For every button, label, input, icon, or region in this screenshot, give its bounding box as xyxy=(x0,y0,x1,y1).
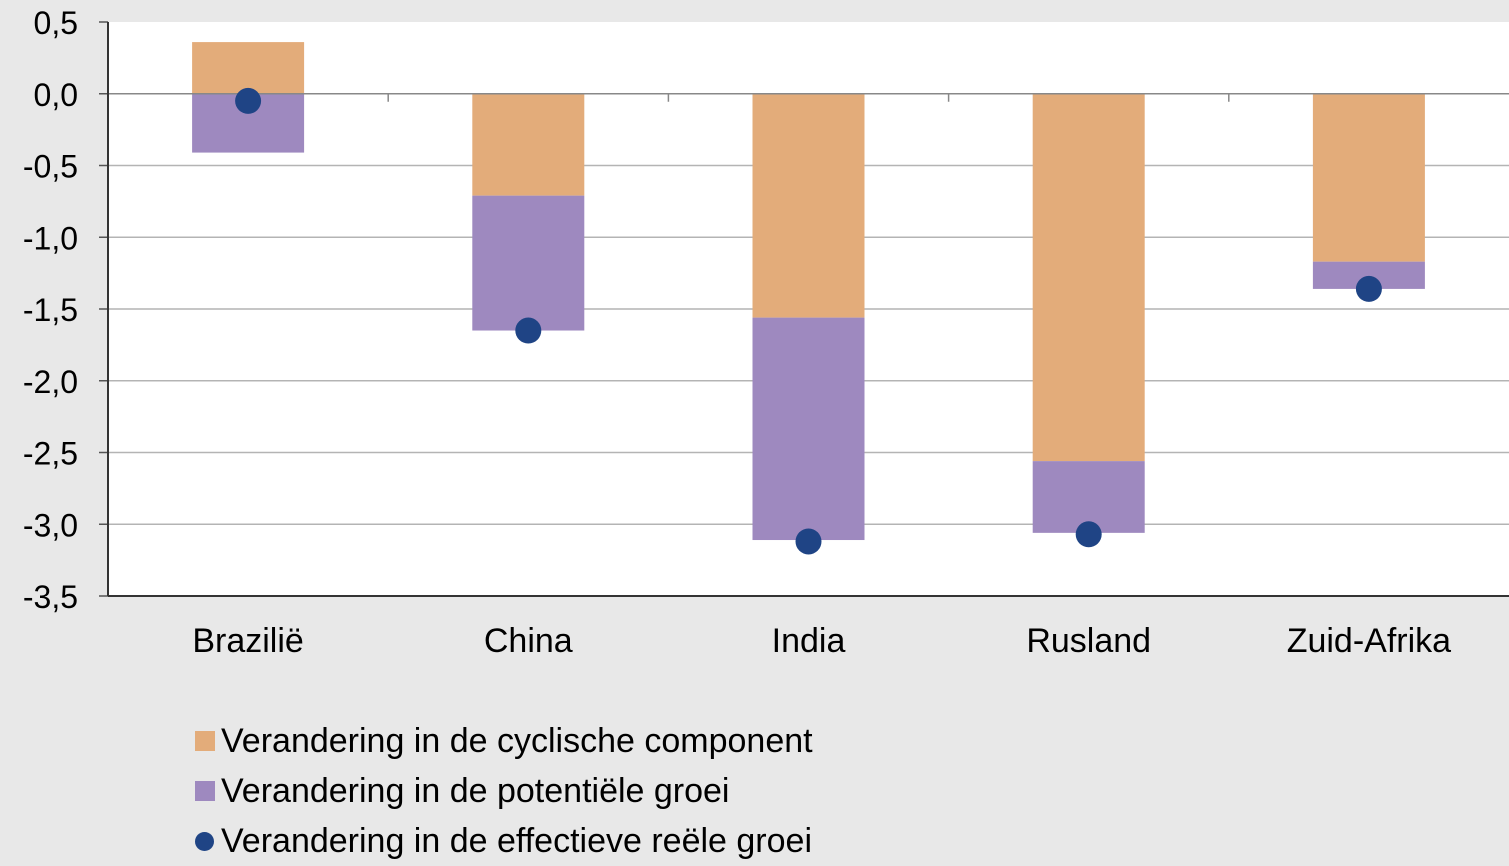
x-tick-label: Rusland xyxy=(1026,622,1151,660)
x-tick-label: Zuid-Afrika xyxy=(1287,622,1451,660)
legend-item-effective: Verandering in de effectieve reële groei xyxy=(195,816,813,866)
axes xyxy=(99,21,1509,597)
bar-segment-potential xyxy=(1032,461,1145,533)
point-effective xyxy=(515,317,542,344)
bar-segment-cyclical xyxy=(1032,93,1145,462)
bar-segment-cyclical xyxy=(1312,93,1425,262)
points xyxy=(235,87,1382,555)
chart-svg: 0,5 0,0 -0,5 -1,0 -1,5 -2,0 -2,5 -3,0 -3,5 Brazil… xyxy=(23,5,1509,660)
x-tick-label: China xyxy=(484,622,573,660)
bars xyxy=(192,42,1425,541)
legend-item-cyclical: Verandering in de cyclische component xyxy=(195,716,813,766)
point-effective xyxy=(1355,275,1382,302)
y-tick-label: 0,0 xyxy=(34,77,78,113)
bar-segment-cyclical xyxy=(472,93,585,196)
bar-segment-potential xyxy=(472,195,585,331)
y-tick-label: -3,5 xyxy=(23,579,78,615)
y-tick-label: -2,0 xyxy=(23,364,78,400)
y-tick-label: -3,0 xyxy=(23,507,78,543)
point-effective xyxy=(1075,521,1102,548)
tick-labels: 0,5 0,0 -0,5 -1,0 -1,5 -2,0 -2,5 -3,0 -3,5 Brazil… xyxy=(23,5,1451,660)
legend-marker-effective xyxy=(195,831,214,851)
legend-swatch-cyclical xyxy=(195,731,215,751)
bar-segment-cyclical xyxy=(752,93,865,318)
point-effective xyxy=(795,528,822,555)
x-tick-label: Brazilië xyxy=(192,622,303,660)
bar-segment-cyclical xyxy=(192,42,305,94)
x-tick-label: India xyxy=(772,622,846,660)
legend-label-cyclical: Verandering in de cyclische component xyxy=(221,721,813,760)
legend-item-potential: Verandering in de potentiële groei xyxy=(195,766,813,816)
y-tick-label: -1,5 xyxy=(23,292,78,328)
point-effective xyxy=(235,87,262,114)
legend-label-effective: Verandering in de effectieve reële groei xyxy=(221,821,812,860)
legend-swatch-potential xyxy=(195,781,215,801)
y-tick-label: -2,5 xyxy=(23,436,78,472)
y-tick-label: -1,0 xyxy=(23,220,78,256)
y-tick-label: 0,5 xyxy=(34,5,78,41)
bar-segment-potential xyxy=(752,317,865,541)
y-tick-label: -0,5 xyxy=(23,149,78,185)
legend-label-potential: Verandering in de potentiële groei xyxy=(221,771,730,810)
legend: Verandering in de cyclische component Ve… xyxy=(195,716,813,866)
